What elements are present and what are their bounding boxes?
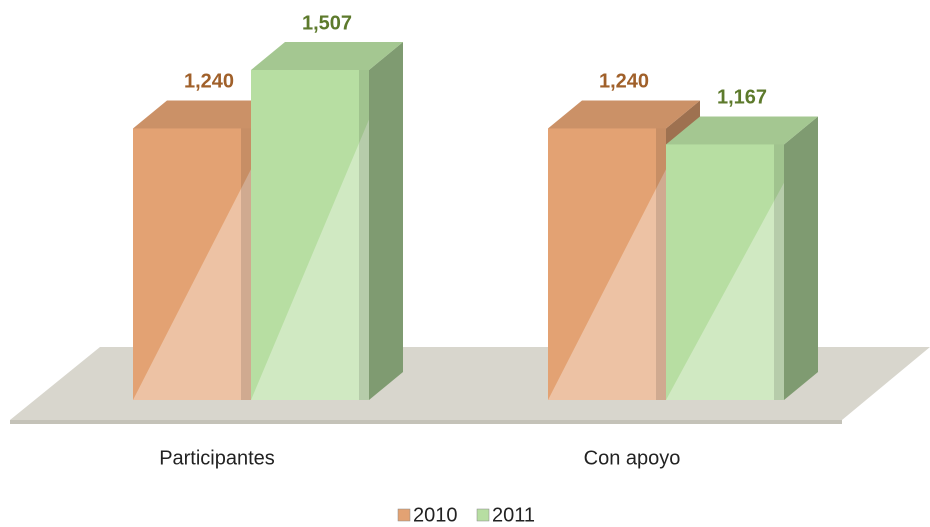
bar-top <box>548 100 700 129</box>
bar-side <box>784 116 818 401</box>
bar <box>133 128 251 400</box>
legend-swatch <box>476 508 490 522</box>
bar-side-shade <box>369 42 403 400</box>
bar-top-shade <box>251 42 403 70</box>
bar-highlight <box>133 169 251 400</box>
bar-highlight <box>251 119 369 400</box>
legend-label: 2011 <box>492 504 535 526</box>
value-label: 1,167 <box>717 87 767 109</box>
bar-highlight <box>666 182 784 400</box>
legend-label: 2010 <box>413 504 458 526</box>
value-label: 1,240 <box>599 71 649 93</box>
bar <box>548 128 666 400</box>
bar-side-shade <box>784 116 818 401</box>
value-label: 1,507 <box>302 12 352 34</box>
bar-edge <box>774 144 784 400</box>
value-label: 1,240 <box>184 71 234 93</box>
bar-top-shade <box>666 116 818 145</box>
floor-edge <box>10 420 842 424</box>
bar-edge <box>359 70 369 400</box>
bar <box>666 144 784 400</box>
bar-top-shade <box>133 100 285 129</box>
bar-top <box>251 42 403 70</box>
bar-side <box>369 42 403 400</box>
x-tick-label: Participantes <box>159 447 275 469</box>
x-tick-label: Con apoyo <box>584 447 681 469</box>
bar-top-shade <box>548 100 700 129</box>
bar-top <box>666 116 818 145</box>
bar-edge <box>656 128 666 400</box>
bar-edge <box>241 128 251 400</box>
legend-swatch <box>397 508 411 522</box>
bar-top <box>133 100 285 129</box>
bar <box>251 70 369 400</box>
bar-highlight <box>548 169 666 400</box>
